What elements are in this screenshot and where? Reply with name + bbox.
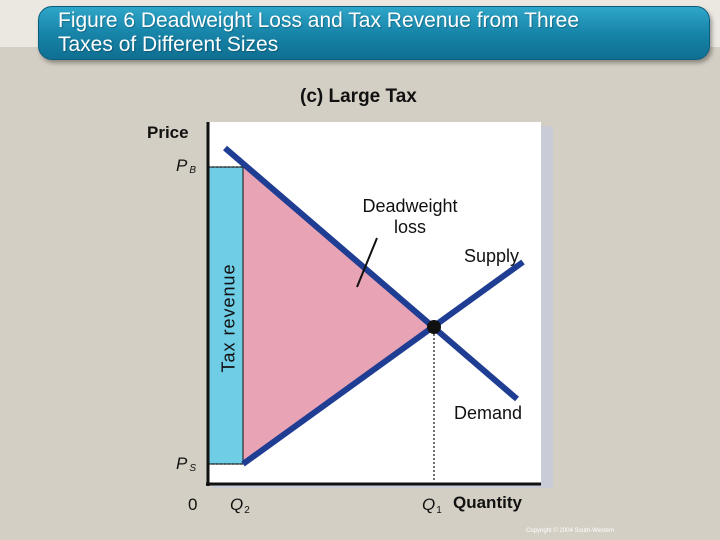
deadweight-loss-label-line-2: loss xyxy=(393,217,426,237)
demand-label: Demand xyxy=(454,403,523,423)
tax-revenue-area xyxy=(207,166,244,465)
deadweight-pointer xyxy=(356,237,378,288)
q2-label-main: Q xyxy=(230,495,244,514)
figure-title-line-1: Figure 6 Deadweight Loss and Tax Revenue… xyxy=(58,9,580,32)
q2-label: Q2 xyxy=(230,495,250,516)
q1-label-sub: 1 xyxy=(436,505,442,516)
title-bar xyxy=(38,6,710,60)
equilibrium-point xyxy=(427,320,441,334)
copyright-notice: Copyright © 2004 South-Western xyxy=(526,528,615,534)
pb-label-sub: B xyxy=(189,165,197,176)
x-axis-title: Quantity xyxy=(453,493,522,512)
ps-label-main: P xyxy=(176,454,188,473)
deadweight-loss-label: Deadweight loss xyxy=(345,196,475,238)
deadweight-loss-label-line-1: Deadweight xyxy=(362,196,458,216)
supply-curve xyxy=(241,259,525,467)
q2-label-sub: 2 xyxy=(244,505,250,516)
q1-label-main: Q xyxy=(422,495,436,514)
supply-label: Supply xyxy=(464,246,520,266)
tax-revenue-label: Tax revenue xyxy=(218,263,239,373)
q1-label: Q1 xyxy=(422,495,442,516)
figure-title: Figure 6 Deadweight Loss and Tax Revenue… xyxy=(58,9,698,57)
origin-label: 0 xyxy=(188,495,198,514)
ps-label-sub: S xyxy=(189,463,197,474)
pb-label-main: P xyxy=(176,156,188,175)
deadweight-loss-area xyxy=(243,167,434,464)
figure-title-line-2: Taxes of Different Sizes xyxy=(58,33,279,56)
y-axis-title: Price xyxy=(147,123,189,142)
demand-curve xyxy=(223,145,519,402)
panel-title: (c) Large Tax xyxy=(300,86,417,107)
